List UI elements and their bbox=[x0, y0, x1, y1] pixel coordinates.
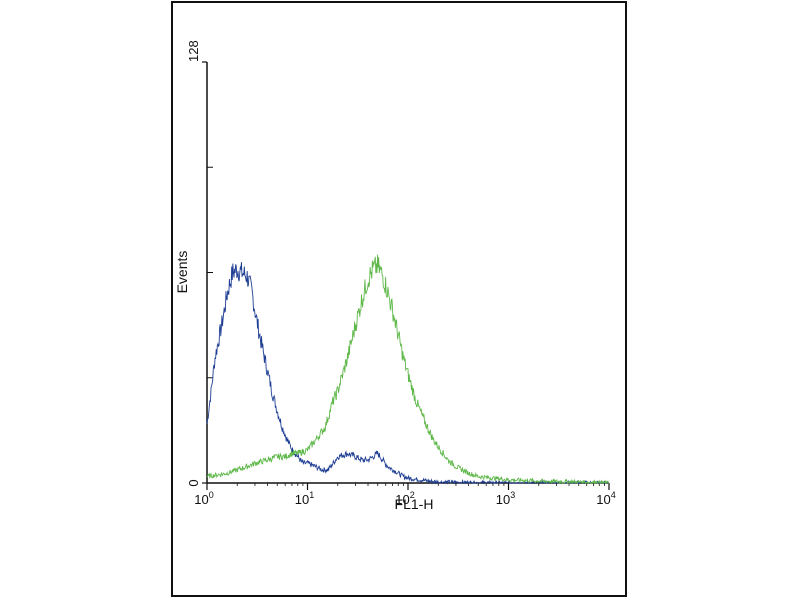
series-2-line bbox=[206, 254, 609, 485]
x-tick-label: 102 bbox=[395, 490, 414, 507]
x-axis-label: FL1-H bbox=[395, 496, 434, 512]
axes bbox=[206, 62, 609, 484]
series-layer bbox=[206, 254, 609, 485]
y-axis-label: Events bbox=[174, 251, 190, 294]
x-tick-label: 104 bbox=[596, 490, 615, 507]
x-tick-label: 103 bbox=[496, 490, 515, 507]
x-tick-label: 101 bbox=[295, 490, 314, 507]
y-tick-label: 0 bbox=[186, 479, 201, 486]
y-tick-label: 128 bbox=[186, 40, 201, 62]
chart-frame bbox=[171, 1, 627, 597]
series-1-line bbox=[206, 262, 609, 485]
x-tick-label: 100 bbox=[194, 490, 213, 507]
y-ticks: 0 128 bbox=[186, 40, 207, 487]
y-minor-ticks bbox=[207, 166, 213, 379]
x-ticks: 100 101 102 103 104 bbox=[194, 483, 616, 507]
